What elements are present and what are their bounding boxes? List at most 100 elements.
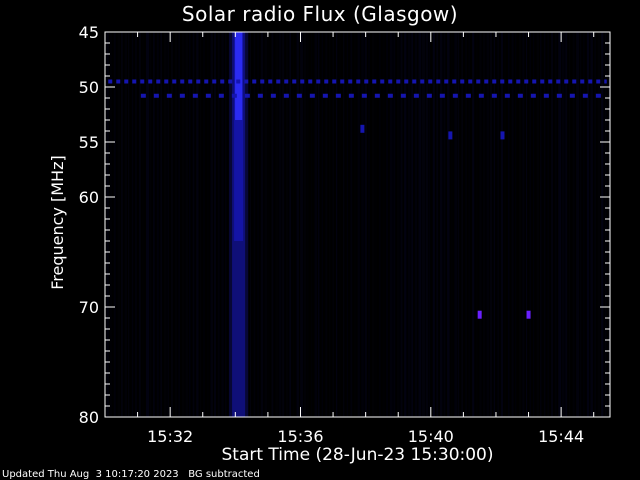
background-streak: [171, 32, 173, 417]
background-streak: [289, 32, 291, 417]
background-streak: [138, 32, 141, 417]
background-streak: [497, 32, 500, 417]
background-streak: [576, 32, 580, 417]
background-streak: [508, 32, 510, 417]
background-streak: [375, 32, 377, 417]
background-streak: [174, 32, 178, 417]
background-streak: [343, 32, 345, 417]
background-streak: [307, 32, 309, 417]
background-streak: [310, 32, 312, 417]
background-streak: [167, 32, 170, 417]
background-streak: [461, 32, 463, 417]
y-tick-label: 80: [79, 408, 99, 427]
background-streak: [414, 32, 418, 417]
background-streak: [382, 32, 385, 417]
background-streak: [604, 32, 607, 417]
background-streak: [368, 32, 370, 417]
signal-spot: [526, 310, 531, 319]
background-streak: [296, 32, 299, 417]
background-streak: [432, 32, 435, 417]
background-streak: [371, 32, 375, 417]
background-streak: [389, 32, 393, 417]
background-streak: [267, 32, 270, 417]
background-streak: [357, 32, 360, 417]
update-footer: Updated Thu Aug 3 10:17:20 2023 BG subtr…: [2, 469, 260, 480]
background-streak: [113, 32, 116, 417]
background-streak: [321, 32, 323, 417]
background-streak: [450, 32, 453, 417]
plot-frame: [104, 31, 611, 418]
background-streak: [529, 32, 531, 417]
background-streak: [271, 32, 274, 417]
background-streak: [189, 32, 191, 417]
background-streak: [590, 32, 593, 417]
background-streak: [135, 32, 137, 417]
background-streak: [249, 32, 252, 417]
background-streak: [515, 32, 517, 417]
background-streak: [565, 32, 568, 417]
background-streak: [482, 32, 486, 417]
background-streak: [533, 32, 535, 417]
background-streak: [583, 32, 585, 417]
background-streak: [396, 32, 400, 417]
background-streak: [361, 32, 364, 417]
background-streak: [522, 32, 525, 417]
background-streak: [221, 32, 224, 417]
background-streak: [328, 32, 331, 417]
background-streak: [292, 32, 295, 417]
background-streak: [346, 32, 348, 417]
background-streak: [364, 32, 367, 417]
background-streak: [153, 32, 155, 417]
signal-spot: [448, 131, 453, 140]
background-streak: [106, 32, 109, 417]
background-streak: [472, 32, 475, 417]
background-streak: [131, 32, 134, 417]
background-streak: [163, 32, 167, 417]
background-streak: [160, 32, 162, 417]
background-streak: [264, 32, 268, 417]
background-streak: [468, 32, 470, 417]
background-streak: [439, 32, 443, 417]
background-streak: [465, 32, 468, 417]
background-streak: [500, 32, 503, 417]
background-streak: [475, 32, 478, 417]
background-streak: [199, 32, 202, 417]
y-tick-label: 55: [79, 133, 99, 152]
y-axis-label: Frequency [MHz]: [48, 155, 67, 289]
background-streak: [318, 32, 320, 417]
background-streak: [146, 32, 149, 417]
background-streak: [350, 32, 353, 417]
background-streak: [214, 32, 216, 417]
background-streak: [335, 32, 338, 417]
background-streak: [554, 32, 557, 417]
background-streak: [192, 32, 195, 417]
background-streak: [579, 32, 582, 417]
background-streak: [597, 32, 601, 417]
y-tick-label: 50: [79, 78, 99, 97]
background-streak: [181, 32, 185, 417]
background-streak: [282, 32, 285, 417]
background-streak: [178, 32, 181, 417]
signal-spot: [477, 310, 482, 319]
background-streak: [504, 32, 506, 417]
background-streak: [425, 32, 429, 417]
background-streak: [142, 32, 144, 417]
background-streak: [332, 32, 335, 417]
background-streak: [436, 32, 439, 417]
background-streak: [303, 32, 307, 417]
background-streak: [454, 32, 458, 417]
background-streak: [429, 32, 431, 417]
background-streak: [418, 32, 422, 417]
background-streak: [422, 32, 425, 417]
background-streak: [253, 32, 256, 417]
background-streak: [156, 32, 159, 417]
background-streak: [217, 32, 220, 417]
background-streak: [540, 32, 542, 417]
background-streak: [117, 32, 121, 417]
background-streak: [558, 32, 562, 417]
background-streak: [490, 32, 492, 417]
background-streak: [457, 32, 460, 417]
background-streak: [206, 32, 209, 417]
background-streak: [404, 32, 407, 417]
background-streak: [210, 32, 213, 417]
